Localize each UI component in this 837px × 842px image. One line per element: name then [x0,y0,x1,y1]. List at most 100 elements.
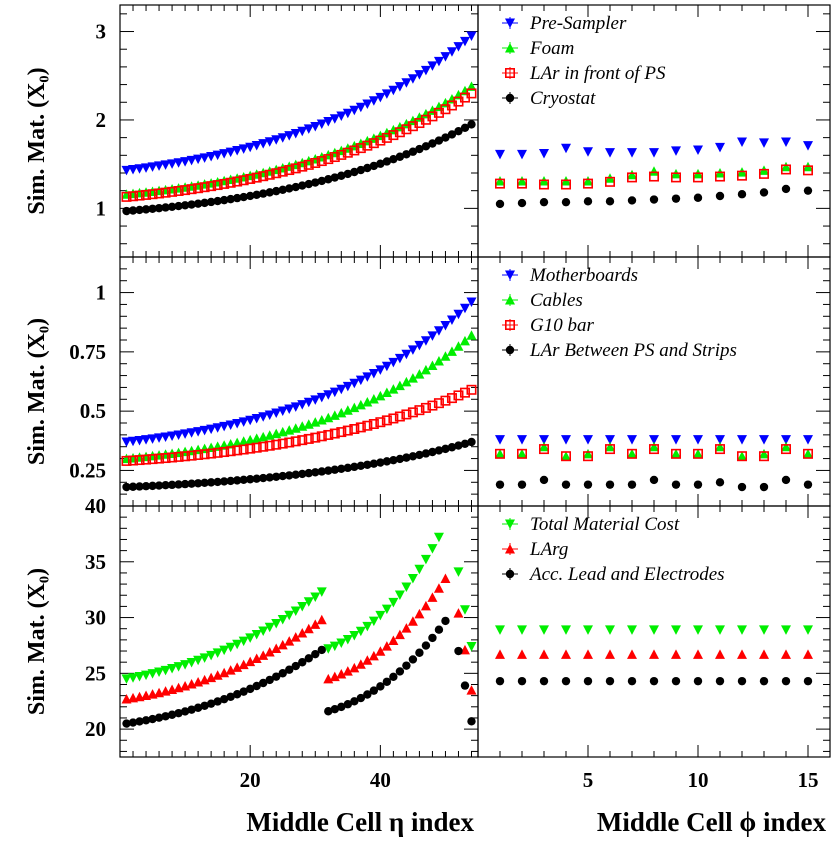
data-point [167,664,178,674]
data-point [290,129,301,139]
data-point [245,173,256,184]
data-point [781,184,791,194]
data-point [781,435,791,445]
data-point [122,482,131,492]
data-point [154,433,165,443]
data-point [516,178,527,189]
data-point [433,583,444,593]
data-point [245,142,256,153]
data-point [495,199,505,209]
data-point [343,463,353,473]
data-point [329,428,340,439]
data-point [355,399,366,410]
data-point [251,653,262,664]
data-point [649,195,659,204]
data-point [627,649,637,659]
data-point [401,78,412,88]
data-point [539,149,549,159]
data-point [329,114,340,124]
data-point [311,649,320,659]
data-point [781,475,791,485]
data-point [737,625,747,635]
data-point [128,206,138,215]
data-point [460,123,470,133]
data-point [258,171,269,182]
data-point [238,175,249,186]
data-point [186,184,197,195]
data-point [671,194,681,203]
data-point [415,648,424,657]
data-point [693,480,703,489]
data-point [232,476,242,485]
data-point [649,441,659,452]
data-point [781,441,791,452]
data-point [342,147,353,158]
data-point [428,447,437,457]
data-point [251,442,262,453]
data-point [128,436,139,447]
data-point [803,676,813,686]
y-axis-title: Sim. Mat. (X₀) [24,568,50,715]
data-point [258,441,269,452]
data-point [362,140,373,151]
data-point [441,133,450,142]
series-motherboards [495,435,813,445]
data-point [408,452,418,461]
data-point [517,198,527,208]
data-point [186,155,197,166]
panel-top-phi [477,4,831,258]
data-point [206,181,217,192]
data-point [582,178,593,189]
data-point [781,625,791,635]
data-point [206,152,217,162]
data-point [174,480,183,489]
data-point [494,448,505,459]
y-axis-title: Sim. Mat. (X₀) [24,67,50,214]
data-point [368,616,379,627]
data-point [148,714,157,724]
data-point [376,458,385,467]
data-point [141,205,151,214]
data-point [434,625,444,634]
data-point [285,471,294,480]
data-point [433,56,444,67]
data-point [737,451,747,461]
data-point [232,445,243,456]
data-point [232,690,242,699]
data-point [238,144,249,154]
data-point [219,477,229,486]
series-g10-bar [494,444,813,462]
data-point [343,169,353,179]
data-point [350,697,359,706]
y-tick-label: 0.75 [69,340,106,364]
data-point [440,395,451,406]
data-point [715,142,725,153]
data-point [193,183,204,194]
series-lar-in-front-of-ps [494,164,813,190]
series-acc-lead-and-electrodes [122,616,476,728]
data-point [671,649,681,659]
data-point [420,114,431,125]
data-point [627,676,637,686]
data-point [121,437,132,447]
data-point [466,88,477,99]
data-point [135,205,144,215]
series-g10-bar [121,384,477,466]
data-point [715,478,725,487]
data-point [460,681,470,690]
data-point [453,390,464,401]
data-point [167,202,177,211]
data-point [251,414,262,424]
data-point [200,478,209,488]
data-point [362,99,373,110]
data-point [193,479,203,488]
data-point [356,165,366,175]
data-point [297,435,308,446]
data-point [304,654,313,663]
data-point [264,169,275,180]
data-point [401,376,412,387]
data-point [447,130,457,139]
data-point [285,184,294,193]
data-point [454,441,463,450]
data-point [180,660,191,670]
